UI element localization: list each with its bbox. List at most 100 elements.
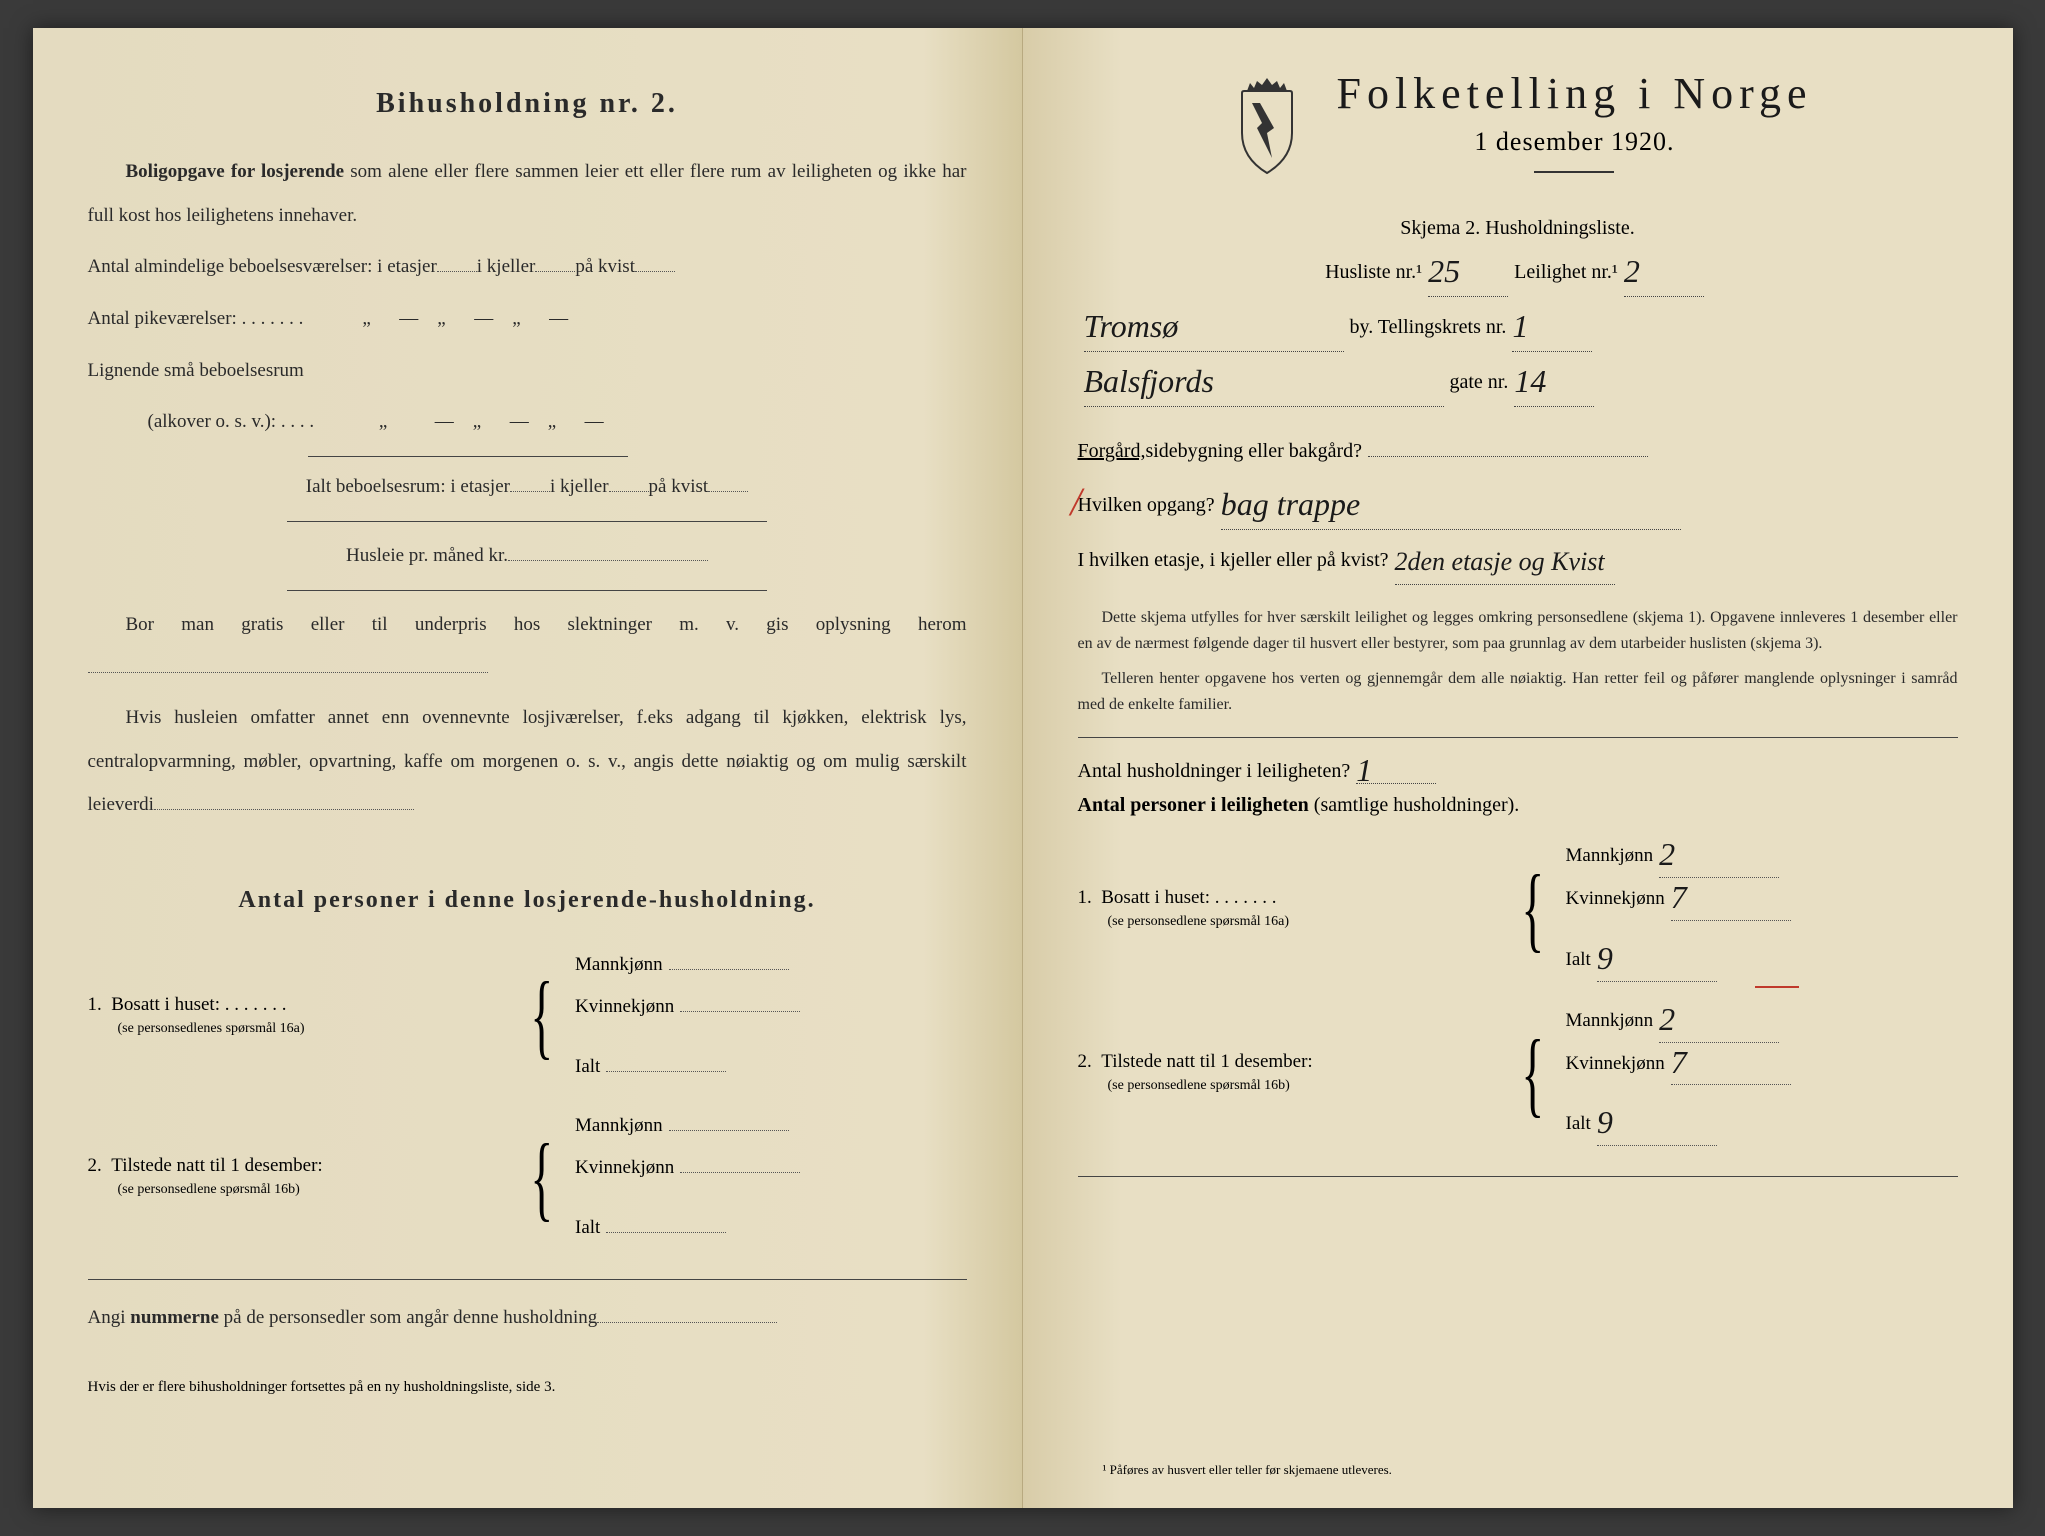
r-item2-label: Tilstede natt til 1 desember: bbox=[1101, 1051, 1312, 1072]
bor-gratis-text: Bor man gratis eller til underpris hos s… bbox=[126, 614, 967, 635]
gate-value: Balsfjords bbox=[1084, 363, 1214, 399]
i1-value: 9 bbox=[1597, 940, 1613, 976]
item1-label: Bosatt i huset: . . . . . . . bbox=[111, 994, 286, 1015]
opgang-value: bag trappe bbox=[1221, 486, 1361, 522]
angi-rest: på de personsedler som angår denne husho… bbox=[219, 1307, 597, 1328]
p1-lead: Boligopgave for losjerende bbox=[126, 161, 345, 182]
angi-bold: nummerne bbox=[130, 1307, 219, 1328]
document-spread: Bihusholdning nr. 2. Boligopgave for los… bbox=[33, 28, 2013, 1508]
left-footnote: Hvis der er flere bihusholdninger fortse… bbox=[88, 1379, 967, 1396]
r-kvinne-label: Kvinnekjønn bbox=[1566, 878, 1665, 920]
right-item-2: 2. Tilstede natt til 1 desember: (se per… bbox=[1078, 1000, 1958, 1146]
antal-hush-line: Antal husholdninger i leiligheten? 1 bbox=[1078, 754, 1958, 784]
angi-pre: Angi bbox=[88, 1307, 131, 1328]
gate-label: gate nr. bbox=[1450, 358, 1509, 406]
etasje-line: I hvilken etasje, i kjeller eller på kvi… bbox=[1078, 536, 1958, 585]
right-page: Folketelling i Norge 1 desember 1920. Sk… bbox=[1023, 28, 2013, 1508]
mann-label: Mannkjønn bbox=[575, 944, 663, 986]
r-ialt-label: Ialt bbox=[1566, 939, 1591, 981]
left-item-1: 1. Bosatt i huset: . . . . . . . (se per… bbox=[88, 944, 967, 1087]
antal-pers-bold: Antal personer i leiligheten bbox=[1078, 794, 1309, 816]
right-footnote: ¹ Påføres av husvert eller teller før sk… bbox=[1103, 1462, 1392, 1478]
line-lign1: Lignende små beboelsesrum bbox=[88, 349, 967, 393]
left-page: Bihusholdning nr. 2. Boligopgave for los… bbox=[33, 28, 1023, 1508]
ialt-label: Ialt bbox=[575, 1046, 600, 1088]
pike-label: Antal pikeværelser: . . . . . . . bbox=[88, 297, 304, 341]
k2-value: 7 bbox=[1671, 1044, 1687, 1080]
title-date: 1 desember 1920. bbox=[1336, 127, 1812, 157]
antal-hush-label: Antal husholdninger i leiligheten? bbox=[1078, 760, 1351, 783]
kvist-label2: på kvist bbox=[649, 465, 709, 509]
red-slash-mark: / bbox=[1071, 478, 1082, 525]
forgard-label: Forgård, bbox=[1078, 427, 1146, 475]
husliste-label: Husliste nr.¹ bbox=[1325, 248, 1422, 296]
bor-gratis: Bor man gratis eller til underpris hos s… bbox=[88, 603, 967, 690]
leilighet-label: Leilighet nr.¹ bbox=[1514, 248, 1618, 296]
m2-value: 2 bbox=[1659, 1001, 1675, 1037]
brace-icon: { bbox=[531, 982, 554, 1049]
r-ialt-label2: Ialt bbox=[1566, 1103, 1591, 1145]
page-header: Folketelling i Norge 1 desember 1920. bbox=[1078, 68, 1958, 187]
hvis-para: Hvis husleien omfatter annet enn ovennev… bbox=[88, 696, 967, 827]
r-item1-label: Bosatt i huset: . . . . . . . bbox=[1101, 887, 1276, 908]
angi-line: Angi nummerne på de personsedler som ang… bbox=[88, 1296, 967, 1340]
item2-sub: (se personsedlene spørsmål 16b) bbox=[118, 1182, 300, 1197]
kjeller-label: i kjeller bbox=[477, 245, 536, 289]
mann-label2: Mannkjønn bbox=[575, 1105, 663, 1147]
leilighet-value: 2 bbox=[1624, 253, 1640, 289]
left-item-2: 2. Tilstede natt til 1 desember: (se per… bbox=[88, 1105, 967, 1248]
ialt-bebo-label: Ialt beboelsesrum: i etasjer bbox=[306, 465, 510, 509]
left-sub-title: Antal personer i denne losjerende-hushol… bbox=[88, 887, 967, 914]
kvinne-label2: Kvinnekjønn bbox=[575, 1147, 674, 1189]
left-body: Boligopgave for losjerende som alene ell… bbox=[88, 150, 967, 827]
antal-pers-line: Antal personer i leiligheten (samtlige h… bbox=[1078, 794, 1958, 817]
antal-hush-value: 1 bbox=[1356, 752, 1372, 788]
right-item-1: 1. Bosatt i huset: . . . . . . . (se per… bbox=[1078, 835, 1958, 981]
husliste-line: Husliste nr.¹ 25 Leilighet nr.¹ 2 bbox=[1078, 248, 1958, 297]
fine-print-1: Dette skjema utfylles for hver særskilt … bbox=[1078, 605, 1958, 656]
crest-icon bbox=[1222, 73, 1312, 183]
opgang-label: Hvilken opgang? bbox=[1078, 481, 1215, 529]
left-title: Bihusholdning nr. 2. bbox=[88, 88, 967, 120]
line-lign2: (alkover o. s. v.): . . . . „ — „ — „ — bbox=[88, 400, 967, 444]
r-item2-sub: (se personsedlene spørsmål 16b) bbox=[1108, 1078, 1290, 1093]
gate-line: Balsfjords gate nr. 14 bbox=[1078, 358, 1958, 407]
krets-value: 1 bbox=[1512, 308, 1528, 344]
kvinne-label: Kvinnekjønn bbox=[575, 986, 674, 1028]
brace-icon: { bbox=[1521, 1040, 1544, 1107]
item2-label: Tilstede natt til 1 desember: bbox=[111, 1155, 322, 1176]
r-kvinne-label2: Kvinnekjønn bbox=[1566, 1043, 1665, 1085]
brace-icon: { bbox=[531, 1144, 554, 1211]
fine-print-2: Telleren henter opgavene hos verten og g… bbox=[1078, 666, 1958, 717]
opgang-line: Hvilken opgang? bag trappe bbox=[1078, 481, 1958, 530]
item1-sub: (se personsedlenes spørsmål 16a) bbox=[118, 1021, 305, 1036]
kjeller-label2: i kjeller bbox=[550, 465, 609, 509]
antal-pers-rest: (samtlige husholdninger). bbox=[1309, 794, 1520, 816]
by-line: Tromsø by. Tellingskrets nr. 1 bbox=[1078, 303, 1958, 352]
gatenr-value: 14 bbox=[1514, 363, 1546, 399]
by-value: Tromsø bbox=[1084, 308, 1179, 344]
etasje-value: 2den etasje og Kvist bbox=[1395, 547, 1605, 576]
i2-value: 9 bbox=[1597, 1104, 1613, 1140]
ialt-bebo: Ialt beboelsesrum: i etasjer i kjeller p… bbox=[88, 465, 967, 509]
forgard-rest: sidebygning eller bakgård? bbox=[1145, 427, 1362, 475]
husleie-line: Husleie pr. måned kr. bbox=[88, 534, 967, 578]
line-pike: Antal pikeværelser: . . . . . . . „ — „ … bbox=[88, 297, 967, 341]
by-label: by. Tellingskrets nr. bbox=[1350, 303, 1507, 351]
main-title: Folketelling i Norge bbox=[1336, 68, 1812, 119]
husleie-label: Husleie pr. måned kr. bbox=[346, 545, 508, 566]
k1-value: 7 bbox=[1671, 879, 1687, 915]
forgard-line: Forgård, sidebygning eller bakgård? bbox=[1078, 427, 1958, 475]
r-mann-label: Mannkjønn bbox=[1566, 835, 1654, 877]
alm-label: Antal almindelige beboelsesværelser: i e… bbox=[88, 245, 437, 289]
line-alm: Antal almindelige beboelsesværelser: i e… bbox=[88, 245, 967, 289]
brace-icon: { bbox=[1521, 875, 1544, 942]
ialt-label2: Ialt bbox=[575, 1207, 600, 1249]
r-item1-sub: (se personsedlene spørsmål 16a) bbox=[1108, 914, 1290, 929]
kvist-label: på kvist bbox=[575, 245, 635, 289]
lign2-label: (alkover o. s. v.): . . . . bbox=[148, 400, 315, 444]
skjema-line: Skjema 2. Husholdningsliste. bbox=[1078, 217, 1958, 240]
etasje-label: I hvilken etasje, i kjeller eller på kvi… bbox=[1078, 536, 1389, 584]
husliste-value: 25 bbox=[1428, 253, 1460, 289]
r-mann-label2: Mannkjønn bbox=[1566, 1000, 1654, 1042]
